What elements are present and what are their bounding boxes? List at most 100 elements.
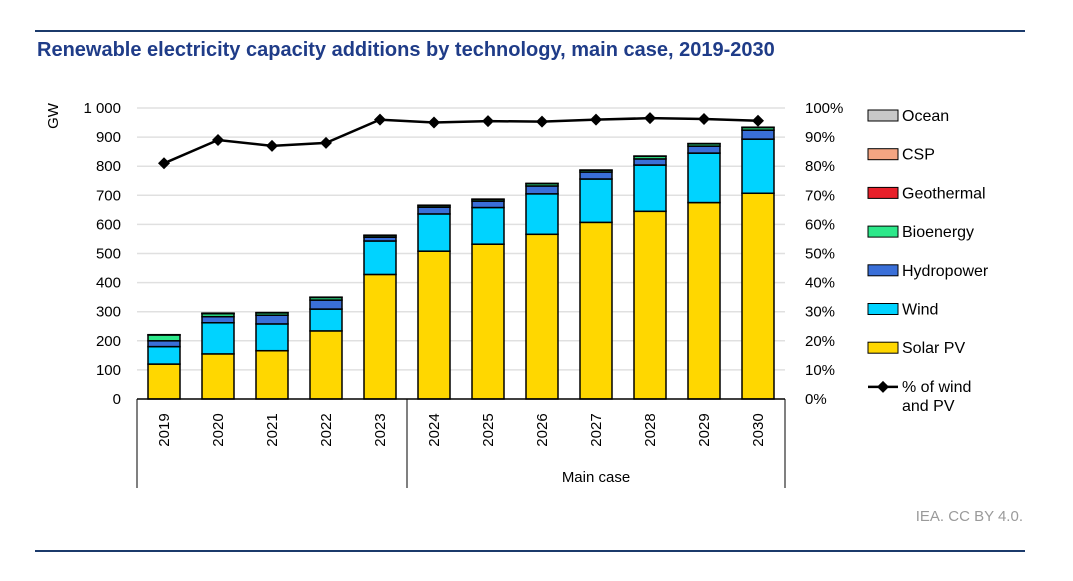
bar-solar-pv (309, 330, 343, 400)
x-tick-label: 2028 (642, 413, 659, 446)
line-marker (752, 114, 764, 127)
line-marker (428, 116, 440, 129)
line-marker (374, 113, 386, 126)
bar-wind (741, 138, 775, 195)
legend-label: Hydropower (902, 263, 989, 280)
bar-solar-pv (525, 233, 559, 400)
x-tick-label: 2021 (264, 413, 281, 446)
bar-wind (255, 323, 289, 352)
x-tick-label: 2027 (588, 413, 605, 446)
chart-title: Renewable electricity capacity additions… (37, 39, 775, 61)
line-marker (644, 112, 656, 125)
bar-solar-pv (741, 192, 775, 400)
x-tick-label: 2023 (372, 413, 389, 446)
y2-tick-label: 100% (805, 100, 843, 117)
line-marker (590, 113, 602, 126)
legend-label: CSP (902, 147, 935, 164)
legend-label: and PV (902, 398, 955, 415)
bar-hydropower (579, 171, 613, 180)
bar-solar-pv (255, 349, 289, 400)
bar-wind (471, 206, 505, 245)
bar-wind (525, 193, 559, 236)
line-marker (698, 113, 710, 126)
legend-swatch (867, 303, 899, 315)
bar-wind (417, 213, 451, 252)
bar-solar-pv (201, 353, 235, 400)
y-tick-label: 400 (96, 275, 121, 292)
top-rule (35, 30, 1025, 32)
y2-tick-label: 30% (805, 304, 835, 321)
y-tick-label: 200 (96, 333, 121, 350)
bar-hydropower (147, 340, 181, 348)
bar-solar-pv (471, 243, 505, 400)
bar-wind (687, 152, 721, 204)
bar-hydropower (633, 158, 667, 166)
line-pct-wind-pv (163, 116, 759, 165)
bar-bioenergy (147, 334, 181, 342)
legend-label: Wind (902, 302, 938, 319)
bar-hydropower (687, 145, 721, 154)
bar-wind (633, 164, 667, 213)
bar-hydropower (201, 315, 235, 324)
y2-tick-label: 50% (805, 246, 835, 263)
y2-tick-label: 40% (805, 275, 835, 292)
bar-solar-pv (417, 250, 451, 400)
bar-hydropower (309, 299, 343, 310)
legend-swatch (867, 109, 899, 122)
bar-wind (201, 322, 235, 355)
y-tick-label: 0 (113, 391, 121, 408)
legend-line-marker (877, 380, 889, 393)
y2-tick-label: 90% (805, 129, 835, 146)
legend-label: Bioenergy (902, 224, 974, 241)
legend-label: Geothermal (902, 185, 986, 202)
y2-tick-label: 80% (805, 158, 835, 175)
legend-swatch (867, 225, 899, 238)
bar-solar-pv (633, 210, 667, 400)
y-tick-label: 700 (96, 187, 121, 204)
line-marker (158, 157, 170, 170)
category-group-label: Main case (562, 469, 630, 486)
bar-hydropower (525, 185, 559, 195)
bar-hydropower (255, 314, 289, 325)
bar-hydropower (741, 129, 775, 140)
bar-wind (309, 308, 343, 332)
bar-solar-pv (147, 363, 181, 400)
x-tick-label: 2019 (156, 413, 173, 446)
x-tick-label: 2025 (480, 413, 497, 446)
legend-swatch (867, 341, 899, 354)
legend-swatch (867, 148, 899, 161)
line-marker (536, 115, 548, 128)
legend-label: % of wind (902, 379, 971, 396)
legend-swatch (867, 186, 899, 199)
bar-solar-pv (687, 201, 721, 400)
bar-solar-pv (363, 273, 397, 400)
line-marker (212, 134, 224, 147)
bar-solar-pv (579, 221, 613, 400)
credit-text: IEA. CC BY 4.0. (915, 508, 1023, 525)
y-axis-label: GW (45, 102, 62, 129)
line-marker (320, 136, 332, 149)
x-tick-label: 2020 (210, 413, 227, 446)
legend-label: Solar PV (902, 340, 965, 357)
y2-tick-label: 20% (805, 333, 835, 350)
bottom-rule (35, 550, 1025, 552)
y-tick-label: 600 (96, 216, 121, 233)
bar-wind (579, 178, 613, 224)
x-tick-label: 2029 (696, 413, 713, 446)
bar-hydropower (417, 206, 451, 215)
y-tick-label: 1 000 (83, 100, 121, 117)
line-marker (482, 115, 494, 128)
legend-swatch (867, 264, 899, 277)
line-marker (266, 139, 278, 152)
y-tick-label: 500 (96, 246, 121, 263)
y-tick-label: 100 (96, 362, 121, 379)
y2-tick-label: 70% (805, 187, 835, 204)
x-tick-label: 2030 (750, 413, 767, 446)
y-tick-label: 900 (96, 129, 121, 146)
y-tick-label: 300 (96, 304, 121, 321)
x-tick-label: 2026 (534, 413, 551, 446)
bar-hydropower (471, 200, 505, 209)
legend-label: Ocean (902, 108, 949, 125)
